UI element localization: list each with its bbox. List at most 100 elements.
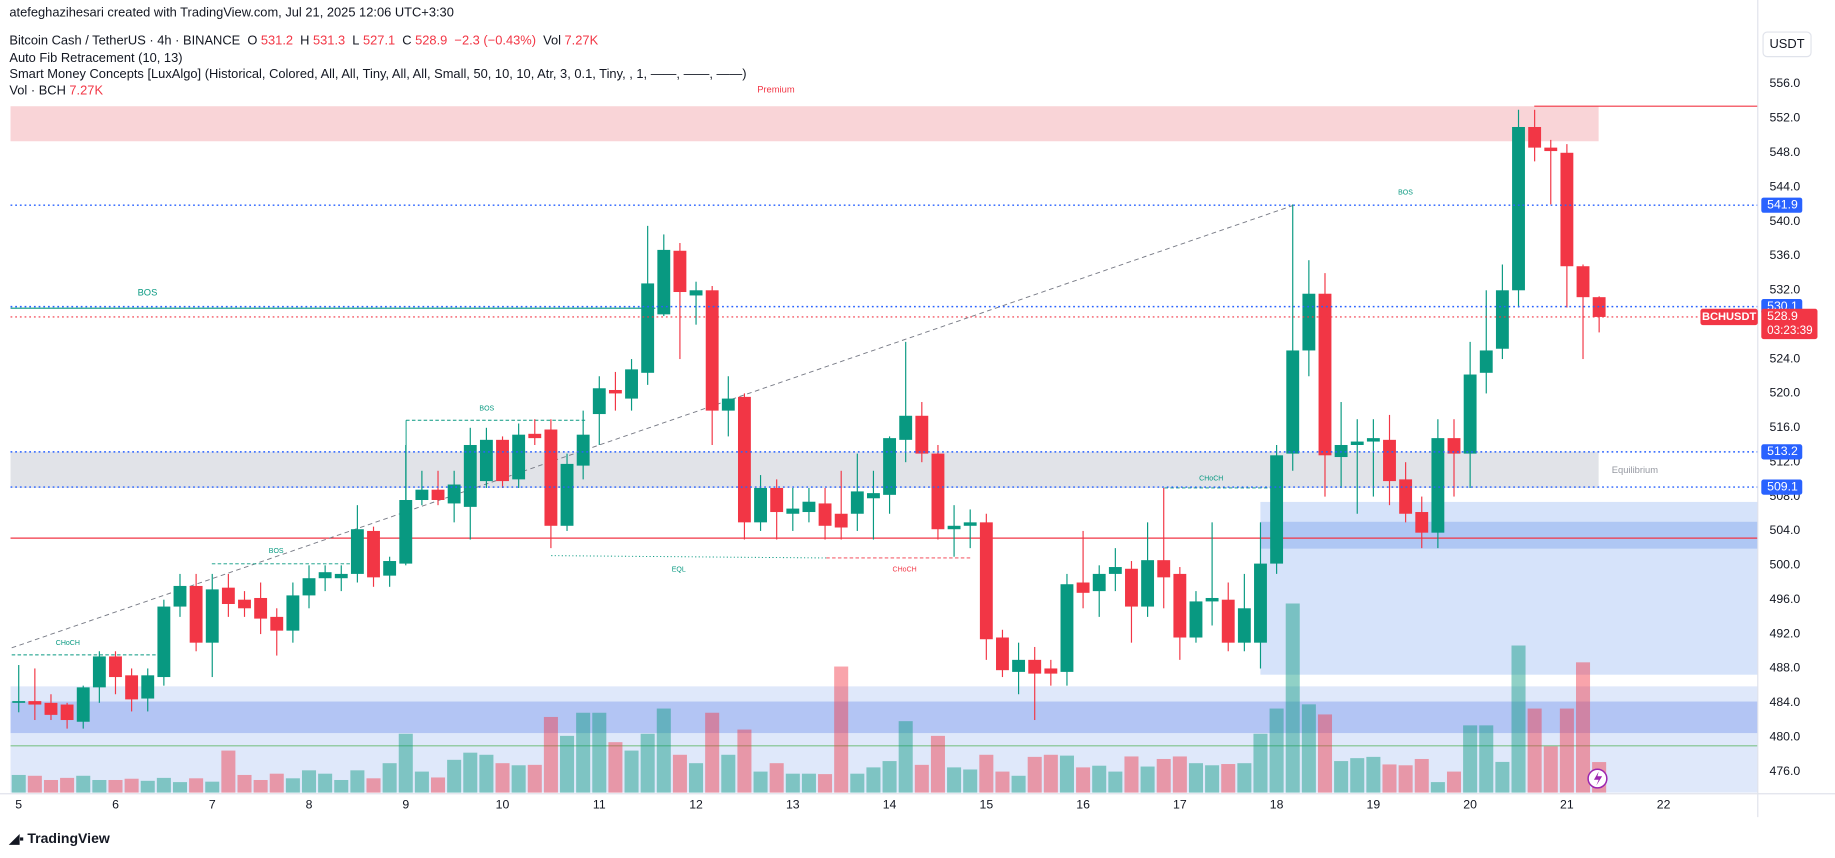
y-tick-label: 484.0 xyxy=(1769,695,1800,709)
ohlc-label: O xyxy=(247,33,258,48)
x-tick-label: 16 xyxy=(1076,798,1090,812)
volume-bar xyxy=(1237,763,1252,793)
x-tick-label: 18 xyxy=(1270,798,1284,812)
x-tick-label: 8 xyxy=(306,798,313,812)
volume-bar xyxy=(27,775,42,793)
annotation: BOS xyxy=(138,287,158,297)
volume-bar xyxy=(785,773,800,793)
volume-bar xyxy=(124,778,139,793)
demand-zone-core xyxy=(10,701,1758,734)
y-tick-label: 524.0 xyxy=(1769,351,1800,365)
candle-body xyxy=(496,439,509,482)
volume-bar xyxy=(1221,764,1236,793)
x-tick-label: 22 xyxy=(1657,798,1671,812)
indicator[interactable]: Vol · BCH 7.27K xyxy=(9,84,106,98)
symbol-tag-label: BCHUSDT xyxy=(1702,311,1757,323)
y-tick-label: 480.0 xyxy=(1769,729,1800,743)
candle-body xyxy=(834,513,848,528)
volume-bar xyxy=(1350,758,1365,793)
candle-body xyxy=(1334,444,1348,458)
candle-body xyxy=(512,434,526,480)
volume-bar xyxy=(1253,733,1268,793)
volume-bar xyxy=(1398,765,1413,793)
indicator[interactable]: Smart Money Concepts [LuxAlgo] (Historic… xyxy=(9,67,747,82)
y-tick-label: 476.0 xyxy=(1769,764,1800,778)
candle-body xyxy=(931,453,945,530)
volume-bar xyxy=(1430,782,1445,793)
volume-bar xyxy=(189,778,204,793)
volume-bar xyxy=(1317,714,1333,793)
volume-bar xyxy=(1124,756,1139,793)
candle-body xyxy=(334,573,348,579)
volume-bar xyxy=(156,777,171,793)
credit: atefeghazihesari created with TradingVie… xyxy=(9,5,454,20)
volume-bar xyxy=(947,767,962,793)
candle-body xyxy=(528,433,542,439)
candle-body xyxy=(1302,293,1316,351)
candle-body xyxy=(1157,560,1171,578)
candle-body xyxy=(12,701,26,703)
volume-bar xyxy=(398,733,413,793)
volume-bar xyxy=(560,735,575,793)
volume-bar xyxy=(995,771,1010,793)
candle-body xyxy=(60,704,74,721)
volume-bar xyxy=(430,777,446,793)
symbol: Bitcoin Cash / TetherUS · 4h · BINANCE xyxy=(9,33,241,48)
ohlc-label: C xyxy=(402,33,412,48)
level-label: 513.2 xyxy=(1767,444,1798,458)
footer-logo[interactable]: ◢▪ TradingView xyxy=(9,830,109,846)
volume-bar xyxy=(447,759,462,793)
candle-body xyxy=(1512,126,1525,291)
y-tick-label: 552.0 xyxy=(1769,111,1800,125)
volume-bar xyxy=(656,708,671,793)
annotation: BOS xyxy=(269,548,284,555)
volume-bar xyxy=(866,767,881,793)
candle-body xyxy=(915,415,929,454)
volume-bar xyxy=(930,735,945,793)
candle-body xyxy=(947,525,961,530)
y-tick-label: 548.0 xyxy=(1769,145,1800,159)
volume-bar xyxy=(221,750,236,793)
volume-bar xyxy=(334,779,349,793)
candle-body xyxy=(1076,582,1090,593)
volume-bar xyxy=(495,763,510,793)
candle-body xyxy=(238,599,251,609)
candle-body xyxy=(1415,512,1429,533)
level-badge xyxy=(1761,479,1803,495)
volume-bar xyxy=(463,752,478,793)
candle-body xyxy=(173,585,187,607)
y-tick-label: 536.0 xyxy=(1769,248,1800,262)
last-price-badge xyxy=(1761,308,1818,340)
legend-main: Bitcoin Cash / TetherUS · 4h · BINANCE O… xyxy=(9,34,601,48)
candle-body xyxy=(1270,455,1284,564)
axis-layer: 476.0 480.0 484.0 488.0 492.0 496.0 500.0 504.0… xyxy=(15,76,1818,812)
candle-body xyxy=(576,434,590,466)
y-tick-label: 496.0 xyxy=(1769,592,1800,606)
candle-body xyxy=(1495,290,1509,349)
volume-bar xyxy=(1092,765,1107,793)
volume-bar xyxy=(1414,758,1429,793)
indicator[interactable]: Auto Fib Retracement (10, 13) xyxy=(9,51,183,66)
candle-body xyxy=(1350,441,1364,445)
annotation: CHoCH xyxy=(56,640,80,647)
candle-body xyxy=(221,587,235,604)
volume-bar xyxy=(850,773,865,793)
volume-bar xyxy=(11,774,26,793)
candle-body xyxy=(883,438,897,495)
candle-body xyxy=(1173,573,1187,638)
candle-body xyxy=(92,656,106,688)
candle-body xyxy=(1286,350,1300,454)
volume-bar xyxy=(914,764,929,793)
volume-bar xyxy=(689,763,704,793)
candle-body xyxy=(157,606,171,678)
vol-value: 7.27K xyxy=(564,33,599,48)
volume-bar xyxy=(140,780,155,793)
candle-body xyxy=(1383,439,1396,482)
currency-button[interactable]: USDT xyxy=(1762,31,1812,58)
candle-body xyxy=(544,429,558,526)
volume-bar xyxy=(527,764,542,793)
candle-body xyxy=(1528,126,1542,148)
candle-body xyxy=(754,487,767,523)
candle-body xyxy=(383,561,397,576)
last-price-label: 528.9 xyxy=(1767,309,1798,323)
